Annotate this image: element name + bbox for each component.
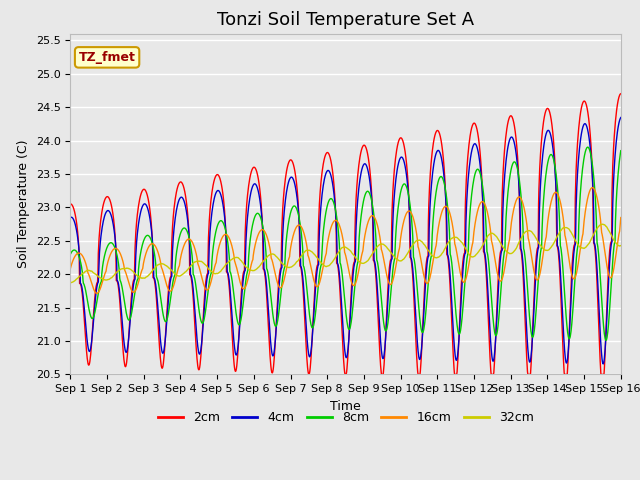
2cm [552,180,559,186]
32cm [503,249,511,254]
8cm [617,148,625,154]
2cm [175,180,183,186]
X-axis label: Time: Time [330,400,361,413]
2cm [504,123,511,129]
8cm [503,203,511,208]
16cm [189,241,197,247]
2cm [617,91,625,96]
2cm [67,201,74,207]
8cm [431,198,439,204]
4cm [600,361,607,367]
16cm [431,246,439,252]
2cm [431,131,439,137]
16cm [617,215,625,220]
2cm [189,289,196,295]
8cm [67,251,74,257]
Legend: 2cm, 4cm, 8cm, 16cm, 32cm: 2cm, 4cm, 8cm, 16cm, 32cm [153,407,538,430]
8cm [250,215,258,221]
16cm [93,290,100,296]
8cm [189,262,196,267]
16cm [67,265,74,271]
32cm [431,254,439,260]
4cm [67,215,74,220]
Title: Tonzi Soil Temperature Set A: Tonzi Soil Temperature Set A [217,11,474,29]
8cm [584,144,592,150]
16cm [552,190,559,195]
4cm [250,181,258,187]
32cm [617,243,625,249]
16cm [176,260,184,265]
16cm [589,185,596,191]
Y-axis label: Soil Temperature (C): Soil Temperature (C) [17,140,30,268]
4cm [617,115,625,120]
32cm [250,267,258,273]
Line: 8cm: 8cm [70,147,621,340]
Line: 32cm: 32cm [70,224,621,283]
2cm [305,372,313,377]
8cm [175,234,183,240]
32cm [552,237,559,243]
32cm [189,261,196,266]
8cm [602,337,610,343]
32cm [175,273,183,279]
2cm [250,165,258,170]
16cm [504,249,511,255]
Line: 2cm: 2cm [70,94,621,374]
Line: 4cm: 4cm [70,118,621,364]
4cm [189,283,196,288]
32cm [67,280,74,286]
16cm [251,244,259,250]
32cm [599,221,607,227]
Text: TZ_fmet: TZ_fmet [79,51,136,64]
4cm [175,196,183,202]
8cm [552,166,559,172]
4cm [552,174,559,180]
4cm [503,151,511,157]
Line: 16cm: 16cm [70,188,621,293]
4cm [431,155,439,161]
